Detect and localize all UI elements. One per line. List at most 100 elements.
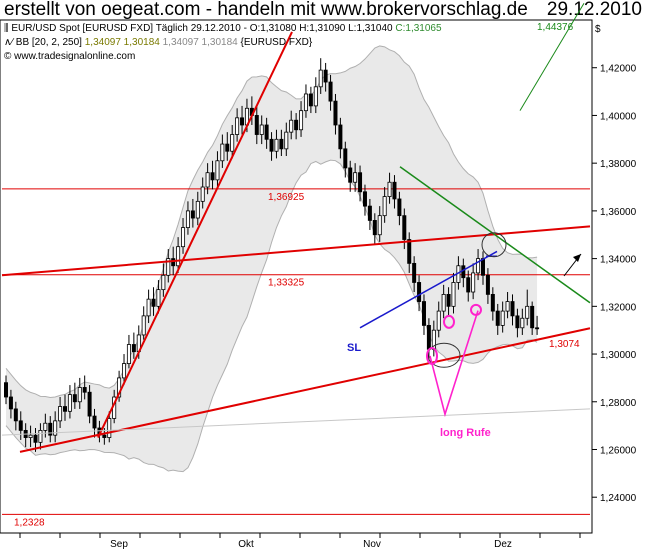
bollinger-lower-line: [5, 159, 538, 473]
bollinger-upper-line: [5, 45, 538, 398]
candle-body: [259, 124, 264, 135]
candle-body: [417, 282, 422, 302]
chart-header-title: erstellt von oegeat.com - handeln mit ww…: [4, 0, 528, 20]
candle-body: [195, 200, 200, 219]
candle-body: [421, 301, 426, 326]
legend-close: C:1,31065: [395, 23, 442, 34]
candle-body: [299, 110, 304, 131]
candle-body: [535, 327, 540, 330]
candle-body: [530, 305, 535, 329]
long-call-circle: [470, 303, 482, 316]
candle-body: [284, 131, 289, 150]
legend-instrument-row: ⫼ EUR/USD Spot [EURUSD FXD] Täglich 29.1…: [4, 23, 442, 34]
candle-body: [269, 138, 274, 152]
x-tick-label: Dez: [494, 539, 512, 550]
candle-body: [92, 415, 97, 429]
bollinger-band-fill: [6, 45, 538, 472]
y-tick-label: 1,32000: [600, 302, 637, 313]
legend-instrument: EUR/USD Spot [EURUSD FXD]: [11, 23, 154, 34]
candle-body: [43, 422, 48, 431]
candle-body: [471, 272, 476, 293]
candle-body: [397, 198, 402, 217]
candle-body: [107, 418, 112, 438]
breakout-circle: [481, 232, 507, 258]
candle-body: [446, 293, 451, 307]
candle-body: [210, 172, 215, 181]
candle-body: [4, 382, 9, 398]
candle-body: [117, 377, 122, 398]
candle-body: [520, 317, 525, 329]
legend-high: H:1,31090: [299, 23, 346, 34]
up-arrow-head: [573, 254, 581, 262]
candle-body: [412, 262, 417, 283]
candle-body: [495, 310, 500, 326]
candle-body: [48, 422, 53, 436]
candle-body: [466, 277, 471, 293]
y-tick-label: 1,30000: [600, 350, 637, 361]
candle-body: [254, 115, 259, 135]
x-tick-label: Nov: [363, 539, 381, 550]
candle-body: [33, 434, 38, 443]
candle-body: [122, 363, 127, 379]
legend-bb-label: BB [20, 2, 250]: [15, 37, 82, 48]
level-label: 1,33325: [268, 278, 305, 289]
candles-layer: [4, 58, 540, 452]
steep-uptrend-line: [97, 31, 293, 438]
y-tick-label: 1,40000: [600, 111, 637, 122]
candle-body: [294, 119, 299, 131]
candle-body: [63, 406, 68, 412]
legend-bb-upper: 1,34097: [84, 37, 121, 48]
candle-body: [377, 215, 382, 236]
chart-legend: ⫼ EUR/USD Spot [EURUSD FXD] Täglich 29.1…: [4, 22, 442, 64]
legend-bb-lower: 1,30184: [123, 37, 160, 48]
y-tick-label: 1,36000: [600, 207, 637, 218]
candle-body: [77, 387, 82, 403]
stop-loss-line: [359, 250, 498, 329]
candle-body: [235, 117, 240, 135]
candle-body: [67, 394, 72, 412]
support-trendline: [19, 327, 591, 453]
axis-marker-value: 1,44376: [537, 22, 574, 33]
candle-body: [151, 298, 156, 307]
candle-body: [176, 246, 181, 267]
candle-body: [343, 148, 348, 169]
candle-body: [505, 301, 510, 312]
legend-bb-mid1: 1,34097: [162, 37, 199, 48]
horizontal-levels-layer: 1,36925 1,33325 1,2328: [2, 188, 590, 528]
x-tick-label: Okt: [238, 539, 254, 550]
candle-body: [500, 310, 505, 326]
candle-body: [407, 239, 412, 264]
candle-body: [240, 117, 245, 126]
candle-body: [382, 196, 387, 217]
candle-body: [87, 391, 92, 417]
candle-body: [303, 93, 308, 112]
candle-body: [161, 274, 166, 291]
trendlines-layer: SL long Rufe 1,3074: [1, 3, 591, 453]
candle-body: [181, 227, 186, 248]
long-call-marker: [429, 310, 479, 418]
y-tick-label: 1,42000: [600, 64, 637, 75]
candle-body: [220, 143, 225, 162]
candle-body: [476, 258, 481, 274]
candle-body: [490, 293, 495, 312]
legend-date: 29.12.2010: [190, 23, 241, 34]
candle-body: [362, 191, 367, 207]
candle-body: [485, 274, 490, 295]
candle-body: [367, 205, 372, 221]
legend-bb-symbol: {EURUSD FXD}: [240, 37, 313, 48]
candle-body: [264, 124, 269, 140]
candle-body: [141, 315, 146, 336]
candle-body: [72, 394, 77, 403]
candle-body: [274, 138, 279, 152]
candle-body: [338, 124, 343, 150]
candle-body: [323, 69, 328, 83]
legend-source: © www.tradesignalonline.com: [4, 51, 136, 62]
candle-body: [28, 434, 33, 438]
candle-body: [348, 167, 353, 183]
y-tick-label: 1,24000: [600, 493, 637, 504]
candle-body: [358, 172, 363, 193]
candle-body: [13, 408, 18, 422]
candle-body: [8, 396, 13, 410]
candle-body: [102, 434, 107, 438]
